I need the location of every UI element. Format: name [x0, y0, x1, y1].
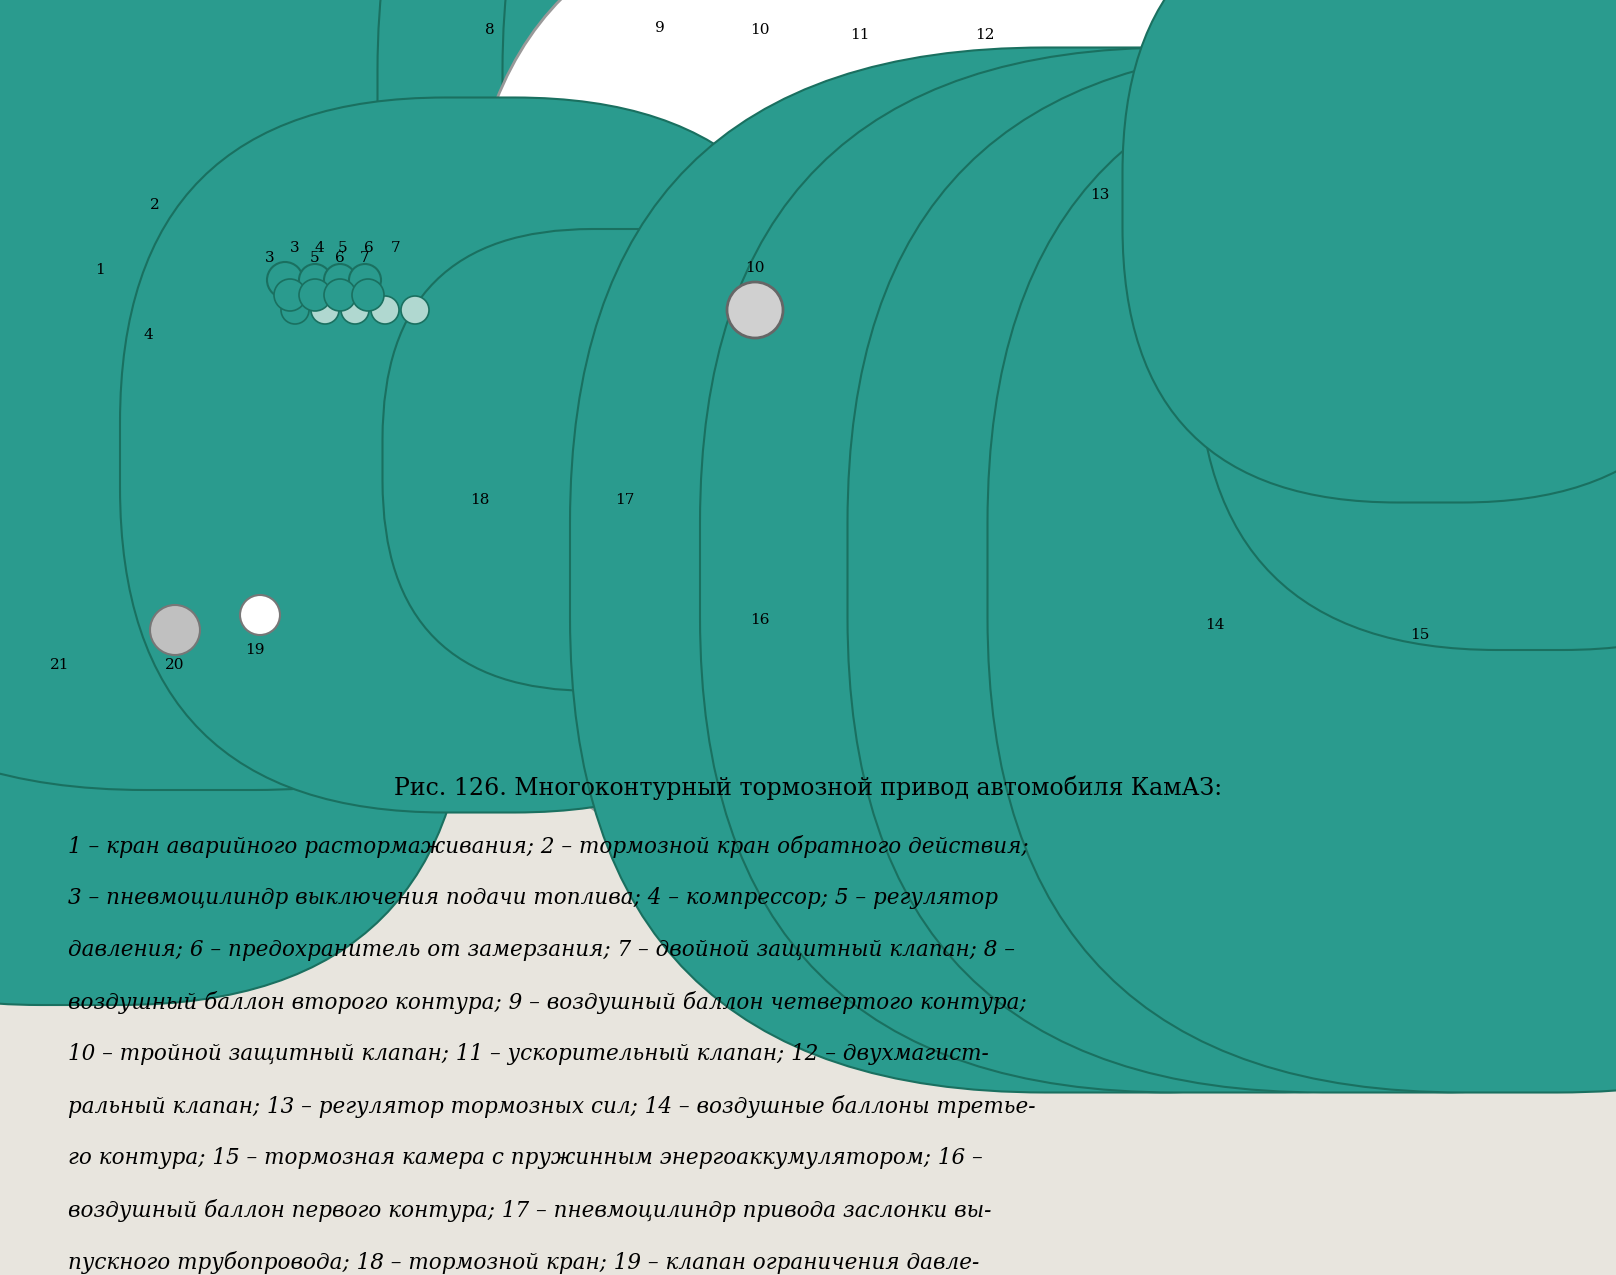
- FancyBboxPatch shape: [378, 0, 1372, 609]
- FancyBboxPatch shape: [1197, 0, 1616, 650]
- Text: ральный клапан; 13 – регулятор тормозных сил; 14 – воздушные баллоны третье-: ральный клапан; 13 – регулятор тормозных…: [68, 1095, 1036, 1118]
- Circle shape: [310, 296, 339, 324]
- Text: 8: 8: [485, 23, 494, 37]
- FancyBboxPatch shape: [213, 218, 436, 372]
- FancyBboxPatch shape: [700, 47, 1616, 1093]
- Circle shape: [352, 279, 385, 311]
- Text: 1 – кран аварийного растормаживания; 2 – тормозной кран обратного действия;: 1 – кран аварийного растормаживания; 2 –…: [68, 835, 1029, 858]
- Text: 2: 2: [150, 198, 160, 212]
- Circle shape: [727, 282, 784, 338]
- Text: 16: 16: [750, 613, 769, 627]
- Text: 5: 5: [338, 241, 347, 255]
- Text: 10: 10: [750, 23, 769, 37]
- Text: 6: 6: [364, 241, 373, 255]
- Circle shape: [281, 296, 309, 324]
- Ellipse shape: [494, 325, 695, 455]
- FancyBboxPatch shape: [0, 0, 667, 708]
- Circle shape: [267, 261, 304, 298]
- FancyBboxPatch shape: [503, 0, 1498, 609]
- Circle shape: [150, 606, 200, 655]
- FancyBboxPatch shape: [383, 230, 868, 691]
- FancyBboxPatch shape: [0, 0, 494, 612]
- Text: 7: 7: [391, 241, 401, 255]
- Text: 13: 13: [1091, 187, 1110, 201]
- FancyBboxPatch shape: [847, 47, 1616, 1093]
- Text: 11: 11: [850, 28, 869, 42]
- Text: 21: 21: [50, 658, 69, 672]
- Circle shape: [372, 296, 399, 324]
- Text: 10 – тройной защитный клапан; 11 – ускорительный клапан; 12 – двухмагист-: 10 – тройной защитный клапан; 11 – ускор…: [68, 1043, 989, 1065]
- Text: 17: 17: [616, 493, 635, 507]
- FancyBboxPatch shape: [721, 0, 1509, 620]
- Circle shape: [401, 296, 428, 324]
- Text: воздушный баллон второго контура; 9 – воздушный баллон четвертого контура;: воздушный баллон второго контура; 9 – во…: [68, 991, 1026, 1014]
- FancyBboxPatch shape: [120, 97, 840, 812]
- Text: 7: 7: [360, 251, 370, 265]
- Text: давления; 6 – предохранитель от замерзания; 7 – двойной защитный клапан; 8 –: давления; 6 – предохранитель от замерзан…: [68, 938, 1015, 961]
- Text: 9: 9: [654, 20, 664, 34]
- FancyBboxPatch shape: [0, 0, 654, 790]
- Text: 18: 18: [470, 493, 490, 507]
- Circle shape: [275, 279, 305, 311]
- Text: 6: 6: [335, 251, 344, 265]
- Circle shape: [299, 264, 331, 296]
- FancyBboxPatch shape: [987, 47, 1616, 1093]
- Ellipse shape: [672, 520, 847, 620]
- Text: го контура; 15 – тормозная камера с пружинным энергоаккумулятором; 16 –: го контура; 15 – тормозная камера с пруж…: [68, 1148, 983, 1169]
- FancyBboxPatch shape: [570, 47, 1616, 1093]
- Text: 15: 15: [1411, 629, 1430, 643]
- Text: 20: 20: [165, 658, 184, 672]
- Ellipse shape: [582, 42, 748, 158]
- Circle shape: [323, 264, 356, 296]
- Circle shape: [349, 264, 381, 296]
- Bar: [0, 0, 1616, 731]
- Text: 3: 3: [265, 251, 275, 265]
- Text: воздушный баллон первого контура; 17 – пневмоцилиндр привода заслонки вы-: воздушный баллон первого контура; 17 – п…: [68, 1198, 991, 1221]
- Text: 10: 10: [745, 261, 764, 275]
- FancyBboxPatch shape: [1123, 0, 1616, 502]
- FancyBboxPatch shape: [465, 0, 1375, 880]
- Bar: [0, 731, 1616, 1275]
- Circle shape: [241, 595, 280, 635]
- Text: 3: 3: [291, 241, 301, 255]
- Text: 1: 1: [95, 263, 105, 277]
- Text: Рис. 126. Многоконтурный тормозной привод автомобиля КамАЗ:: Рис. 126. Многоконтурный тормозной приво…: [394, 775, 1222, 799]
- Text: 14: 14: [1206, 618, 1225, 632]
- FancyBboxPatch shape: [675, 175, 1046, 525]
- Text: 4: 4: [144, 328, 154, 342]
- Text: 3 – пневмоцилиндр выключения подачи топлива; 4 – компрессор; 5 – регулятор: 3 – пневмоцилиндр выключения подачи топл…: [68, 887, 999, 909]
- Text: пускного трубопровода; 18 – тормозной кран; 19 – клапан ограничения давле-: пускного трубопровода; 18 – тормозной кр…: [68, 1251, 979, 1274]
- Text: 19: 19: [246, 643, 265, 657]
- Text: 4: 4: [314, 241, 323, 255]
- Text: 5: 5: [310, 251, 320, 265]
- Circle shape: [299, 279, 331, 311]
- Circle shape: [323, 279, 356, 311]
- FancyBboxPatch shape: [0, 235, 470, 1005]
- FancyBboxPatch shape: [1197, 0, 1616, 530]
- Ellipse shape: [402, 45, 577, 164]
- Circle shape: [341, 296, 368, 324]
- Text: 12: 12: [974, 28, 995, 42]
